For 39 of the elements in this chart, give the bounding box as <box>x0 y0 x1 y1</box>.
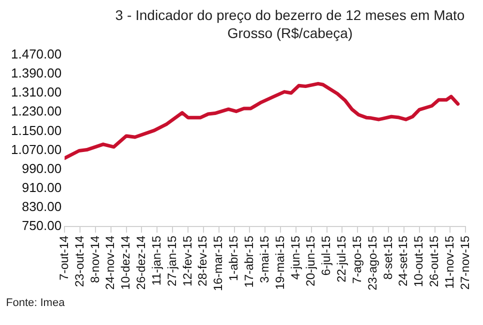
x-tick-label: 26-out-15 <box>427 235 442 288</box>
y-tick-label: 830.00 <box>22 199 62 214</box>
x-tick-label: 27-nov-15 <box>458 235 472 290</box>
x-tick-label: 24-nov-14 <box>103 235 118 290</box>
y-tick-label: 1.390.00 <box>10 65 62 80</box>
x-tick-label: 26-dez-14 <box>134 235 148 290</box>
x-tick-label: 6-jul-15 <box>319 235 334 276</box>
y-tick-label: 750.00 <box>22 218 62 234</box>
x-tick-label: 7-ago-15 <box>350 235 364 284</box>
x-tick-label: 17-abr-15 <box>242 235 256 288</box>
y-tick-label: 1.310.00 <box>10 84 62 100</box>
x-tick-label: 10-dez-14 <box>118 235 133 290</box>
x-tick-label: 10-out-15 <box>412 235 426 288</box>
x-tick-label: 8-nov-14 <box>88 235 102 284</box>
x-tick-label: 1-abr-15 <box>226 235 241 282</box>
x-tick-label: 27-jan-15 <box>164 235 179 286</box>
y-tick-label: 1.470.00 <box>10 46 62 62</box>
x-tick-label: 20-jun-15 <box>304 235 318 286</box>
y-tick-label: 1.230.00 <box>10 104 62 119</box>
x-tick-label: 23-ago-15 <box>365 235 380 290</box>
x-tick-label: 16-mar-15 <box>211 235 226 292</box>
x-tick-label: 12-fev-15 <box>180 235 194 286</box>
x-tick-label: 11-nov-15 <box>442 235 456 289</box>
x-tick-label: 7-out-14 <box>56 235 71 280</box>
x-tick-label: 4-jun-15 <box>288 235 302 280</box>
x-tick-label: 19-mai-15 <box>272 235 287 290</box>
y-tick-label: 1.070.00 <box>10 142 62 157</box>
y-tick-label: 910.00 <box>22 180 62 196</box>
x-tick-label: 11-jan-15 <box>149 235 164 286</box>
y-tick-label: 990.00 <box>22 160 62 176</box>
x-tick-label: 3-mai-15 <box>257 235 272 284</box>
x-tick-label: 22-jul-15 <box>334 235 349 282</box>
source-note: Fonte: Imea <box>6 297 65 309</box>
chart-title: 3 - Indicador do preço do bezerro de 12 meses em Mato Grosso (R$/cabeça) <box>114 6 466 42</box>
x-tick-label: 23-out-14 <box>72 235 86 288</box>
x-tick-label: 24-set-15 <box>396 235 410 286</box>
x-tick-label: 8-set-15 <box>380 235 395 280</box>
x-tick-label: 28-fev-15 <box>196 235 210 286</box>
y-tick-label: 1.150.00 <box>10 122 62 138</box>
